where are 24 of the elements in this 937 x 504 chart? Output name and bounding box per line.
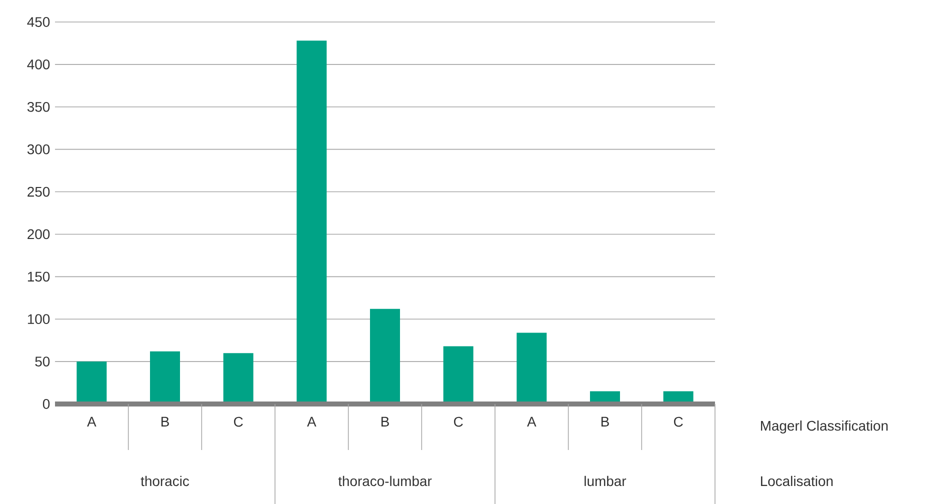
- y-tick-label: 50: [35, 356, 50, 366]
- text: thoraco-lumbar: [338, 476, 432, 486]
- y-tick-label: 0: [42, 399, 50, 409]
- y-tick-label: 150: [28, 272, 50, 282]
- x-tick-label: B: [601, 416, 609, 426]
- text: lumbar: [584, 476, 626, 486]
- y-tick-label: 450: [27, 17, 50, 27]
- x-axis-title: Magerl Classification: [761, 420, 888, 434]
- y-tick-label: 350: [27, 102, 50, 112]
- y-tick-label: 200: [28, 229, 50, 240]
- x-tick-label: C: [674, 416, 683, 427]
- y-tick-label: 300: [27, 144, 50, 154]
- x-tick-label: B: [381, 416, 389, 426]
- x-tick-label: C: [454, 416, 463, 427]
- x-tick-label: A: [87, 416, 96, 426]
- x-tick-label: A: [307, 416, 316, 426]
- y-tick-label: 100: [28, 314, 50, 324]
- y-tick-label: 250: [28, 186, 50, 197]
- text: thoracic: [140, 476, 190, 486]
- y-tick-label: 400: [27, 59, 50, 70]
- text: Localisation: [761, 476, 833, 486]
- x-tick-label: A: [527, 416, 536, 426]
- x-tick-label: B: [161, 416, 169, 426]
- x-tick-label: C: [234, 416, 243, 427]
